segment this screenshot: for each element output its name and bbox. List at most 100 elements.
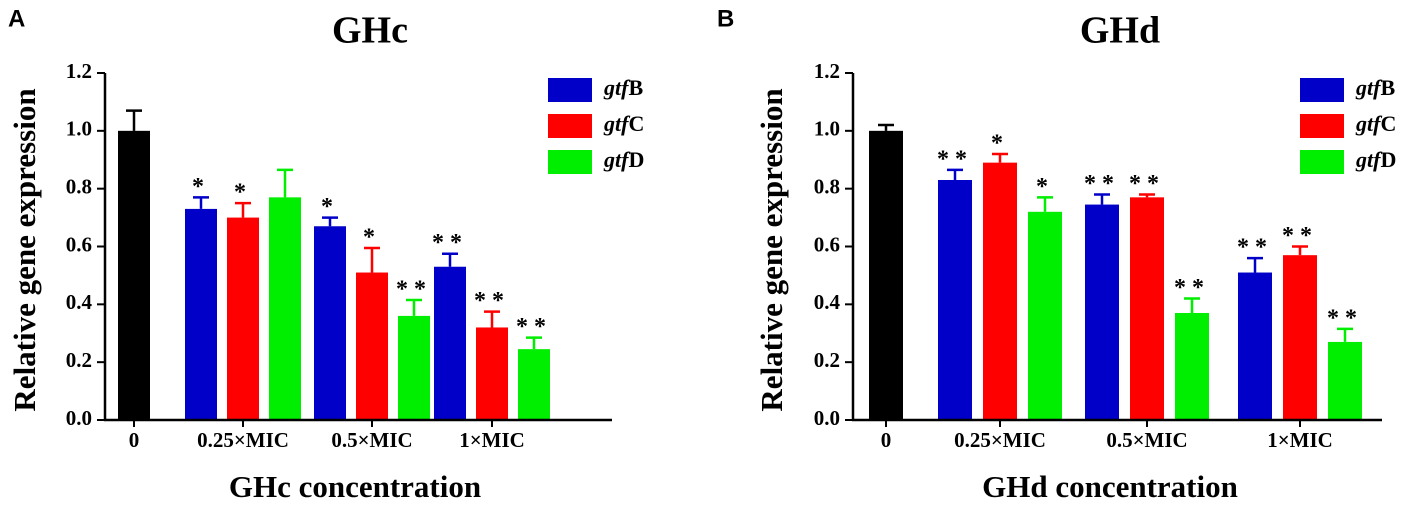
bar (269, 197, 301, 420)
chart-title: GHc (332, 10, 408, 52)
error-bar (235, 201, 251, 218)
legend-label-italic: gtf (603, 111, 631, 136)
legend-label: gtfD (603, 147, 644, 172)
legend-swatch (548, 114, 592, 138)
y-tick-label: 0.4 (66, 290, 93, 314)
y-axis-label: Relative gene expression (754, 88, 789, 411)
legend-label-upright: C (628, 111, 644, 136)
bar (185, 208, 217, 420)
significance-label: ** (432, 230, 468, 256)
bar (434, 266, 466, 420)
bar (1238, 272, 1272, 420)
y-axis-label: Relative gene expression (7, 88, 42, 411)
legend-label-italic: gtf (1355, 147, 1383, 172)
error-bar (992, 152, 1008, 163)
y-tick-label: 0.4 (814, 290, 841, 314)
legend-swatch (548, 150, 592, 174)
significance-label: ** (1237, 235, 1273, 261)
error-bar (526, 336, 542, 350)
bar (1175, 313, 1209, 420)
bar (356, 272, 388, 420)
y-tick-label: 1.0 (814, 117, 840, 141)
significance-label: ** (1084, 171, 1120, 197)
y-tick-label: 0.0 (66, 406, 92, 430)
error-bar (442, 252, 458, 267)
y-tick-label: 0.2 (66, 348, 92, 372)
error-bar (1292, 245, 1308, 256)
error-bar (1247, 256, 1263, 273)
bar (518, 349, 550, 420)
legend-swatch (548, 78, 592, 102)
error-bar (193, 196, 209, 209)
bar (869, 130, 903, 421)
y-tick-label: 0.0 (814, 406, 840, 430)
error-bar (277, 168, 293, 198)
error-bar (1094, 193, 1110, 205)
bar (398, 315, 430, 420)
y-tick-label: 1.2 (66, 59, 92, 83)
legend-label-italic: gtf (603, 75, 631, 100)
error-bar (947, 168, 963, 180)
error-bar (126, 109, 142, 131)
significance-label: * (1036, 174, 1054, 200)
bar (1328, 341, 1362, 420)
legend-label-upright: B (628, 75, 643, 100)
legend-label: gtfC (603, 111, 644, 136)
legend-label-upright: B (1380, 75, 1395, 100)
x-axis-label: GHd concentration (982, 469, 1238, 504)
bar (1283, 255, 1317, 420)
significance-label: ** (1129, 171, 1165, 197)
error-bar (1037, 196, 1053, 212)
legend-label: gtfD (1355, 147, 1396, 172)
error-bar (484, 310, 500, 328)
legend-label-upright: D (628, 147, 644, 172)
x-tick-label: 0.25×MIC (954, 428, 1046, 452)
error-bar (1139, 193, 1155, 198)
legend-label: gtfB (1355, 75, 1395, 100)
legend-label: gtfB (603, 75, 643, 100)
x-tick-label: 0 (881, 428, 892, 452)
error-bar (1337, 327, 1353, 342)
x-tick-label: 1×MIC (459, 428, 525, 452)
legend-label-italic: gtf (1355, 111, 1383, 136)
y-tick-label: 0.8 (814, 174, 840, 198)
significance-label: ** (396, 276, 432, 302)
bar (983, 162, 1017, 420)
x-tick-label: 0.25×MIC (197, 428, 289, 452)
significance-label: ** (1174, 275, 1210, 301)
legend-label-italic: gtf (1355, 75, 1383, 100)
legend-label-upright: D (1380, 147, 1396, 172)
x-tick-label: 0.5×MIC (331, 428, 412, 452)
significance-label: ** (516, 314, 552, 340)
legend-swatch (1300, 150, 1344, 174)
significance-label: * (991, 130, 1009, 156)
y-tick-label: 0.8 (66, 174, 92, 198)
y-tick-label: 0.6 (66, 232, 92, 256)
x-axis-label: GHc concentration (229, 469, 481, 504)
panel-label: B (717, 5, 734, 32)
y-tick-label: 1.2 (814, 59, 840, 83)
legend-label-italic: gtf (603, 147, 631, 172)
error-bar (1184, 297, 1200, 314)
significance-label: * (363, 224, 381, 250)
bar (476, 327, 508, 420)
legend-label-upright: C (1380, 111, 1396, 136)
panel-label: A (8, 5, 25, 32)
significance-label: ** (1327, 305, 1363, 331)
legend-swatch (1300, 114, 1344, 138)
significance-label: ** (474, 288, 510, 314)
significance-label: * (192, 174, 210, 200)
error-bar (364, 246, 380, 273)
error-bar (878, 123, 894, 131)
significance-label: * (234, 180, 252, 206)
significance-label: ** (1282, 223, 1318, 249)
x-tick-label: 0.5×MIC (1106, 428, 1187, 452)
chart-title: GHd (1080, 10, 1160, 52)
bar (227, 217, 259, 420)
error-bar (322, 216, 338, 227)
bar (314, 226, 346, 420)
legend-swatch (1300, 78, 1344, 102)
bar (938, 179, 972, 420)
